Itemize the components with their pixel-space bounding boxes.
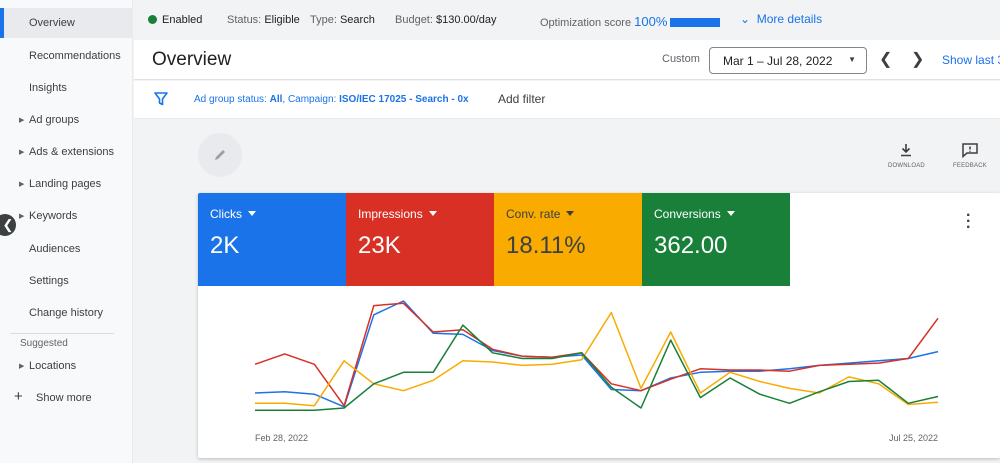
metric-label[interactable]: Conversions: [654, 207, 778, 221]
sidebar-item-label: Ad groups: [29, 114, 80, 126]
metric-value: 18.11%: [506, 232, 586, 259]
sidebar-item-landing-pages[interactable]: ▶ Landing pages: [0, 169, 133, 199]
download-icon: [901, 144, 912, 157]
metric-tile-impressions[interactable]: Impressions 23K: [346, 193, 494, 286]
collapse-sidebar-icon[interactable]: ❮: [0, 214, 16, 236]
series-line-conversions: [255, 324, 939, 412]
expand-caret-icon: ▶: [19, 117, 25, 124]
metric-label[interactable]: Conv. rate: [506, 207, 630, 221]
sidebar-item-audiences[interactable]: Audiences: [0, 234, 133, 264]
series-line-impressions: [254, 302, 939, 407]
campaign-status-bar: Enabled Status: Eligible Type: Search Bu…: [134, 0, 1000, 40]
series-line-clicks: [254, 300, 939, 408]
date-range-select[interactable]: Mar 1 – Jul 28, 2022 ▼: [709, 47, 867, 74]
sidebar-item-label: Audiences: [29, 243, 81, 255]
expand-caret-icon: ▶: [19, 149, 25, 156]
metric-label[interactable]: Clicks: [210, 207, 334, 221]
metric-tile-conversions[interactable]: Conversions 362.00: [642, 193, 790, 286]
expand-caret-icon: ▶: [19, 181, 25, 188]
show-more-label: Show more: [36, 392, 92, 404]
more-options-icon[interactable]: · · ·: [966, 207, 972, 236]
sidebar-item-recommendations[interactable]: Recommendations: [0, 41, 133, 71]
previous-period-icon[interactable]: ❮: [879, 51, 893, 68]
x-tick-start: Feb 28, 2022: [255, 433, 308, 443]
sidebar-item-change-history[interactable]: Change history: [0, 298, 133, 328]
chevron-down-icon: ⌄: [740, 12, 751, 26]
show-more-button[interactable]: + Show more: [0, 383, 133, 413]
sidebar-item-settings[interactable]: Settings: [0, 266, 133, 296]
expand-caret-icon: ▶: [19, 363, 25, 370]
feedback-icon: [962, 143, 978, 158]
filter-bar: Ad group status: All, Campaign: ISO/IEC …: [134, 81, 1000, 119]
performance-line-chart: Feb 28, 2022 Jul 25, 2022: [254, 300, 939, 443]
pencil-icon: [215, 150, 225, 160]
sidebar-item-label: Recommendations: [29, 50, 121, 62]
metric-value: 23K: [358, 232, 401, 259]
sidebar-item-label: Insights: [29, 82, 67, 94]
plus-icon: +: [14, 388, 23, 405]
page-title: Overview: [152, 49, 232, 70]
show-last-link[interactable]: Show last 3: [942, 53, 1000, 67]
optimization-score[interactable]: Optimization score 100%: [540, 14, 721, 29]
download-button[interactable]: DOWNLOAD: [888, 142, 925, 169]
sidebar-item-label: Landing pages: [29, 178, 102, 190]
enabled-dot-icon: [148, 15, 157, 24]
sidebar-item-label: Ads & extensions: [29, 146, 114, 158]
sidebar-item-label: Settings: [29, 275, 69, 287]
metric-tile-conv-rate[interactable]: Conv. rate 18.11%: [494, 193, 642, 286]
sidebar-item-locations[interactable]: ▶ Locations: [0, 351, 133, 381]
metric-value: 2K: [210, 232, 240, 259]
date-range-value: Mar 1 – Jul 28, 2022: [723, 54, 833, 68]
page-header: Overview Custom Mar 1 – Jul 28, 2022 ▼ ❮…: [134, 40, 1000, 80]
performance-chart-card: Clicks 2K Impressions 23K Conv. rate 18.11% Co…: [198, 193, 1000, 458]
sidebar-item-label: Overview: [29, 17, 75, 29]
next-period-icon[interactable]: ❯: [911, 51, 925, 68]
sidebar-item-overview[interactable]: Overview: [0, 8, 133, 38]
sidebar-item-label: Change history: [29, 307, 103, 319]
campaign-type: Type: Search: [310, 14, 375, 26]
metric-label[interactable]: Impressions: [358, 207, 482, 221]
enabled-status[interactable]: Enabled: [148, 14, 202, 26]
eligibility-status: Status: Eligible: [227, 14, 300, 26]
metric-value: 362.00: [654, 232, 728, 259]
suggested-heading: Suggested: [20, 338, 68, 349]
feedback-button[interactable]: FEEDBACK: [953, 142, 987, 169]
sidebar-item-keywords[interactable]: ▶ Keywords: [0, 201, 133, 231]
download-label: DOWNLOAD: [888, 163, 925, 169]
metric-tile-clicks[interactable]: Clicks 2K: [198, 193, 346, 286]
budget[interactable]: Budget: $130.00/day: [395, 14, 497, 26]
optimization-score-bar: [670, 18, 721, 27]
sidebar: Overview Recommendations Insights ▶ Ad group…: [0, 0, 133, 463]
sidebar-item-label: Keywords: [29, 210, 78, 222]
active-filters[interactable]: Ad group status: All, Campaign: ISO/IEC …: [194, 94, 469, 105]
x-tick-end: Jul 25, 2022: [889, 433, 938, 443]
sidebar-item-ads-extensions[interactable]: ▶ Ads & extensions: [0, 137, 133, 167]
custom-range-label: Custom: [662, 53, 700, 65]
expand-caret-icon: ▶: [19, 213, 25, 220]
sidebar-item-ad-groups[interactable]: ▶ Ad groups: [0, 105, 133, 135]
filter-icon[interactable]: [154, 92, 168, 106]
more-details-link[interactable]: ⌄ More details: [740, 12, 823, 26]
sidebar-item-insights[interactable]: Insights: [0, 73, 133, 103]
add-filter-button[interactable]: Add filter: [498, 92, 546, 106]
edit-chart-button[interactable]: [198, 133, 242, 177]
sidebar-divider: [10, 333, 114, 334]
dropdown-arrow-icon: ▼: [848, 55, 856, 64]
feedback-label: FEEDBACK: [953, 163, 987, 169]
sidebar-item-label: Locations: [29, 360, 77, 372]
